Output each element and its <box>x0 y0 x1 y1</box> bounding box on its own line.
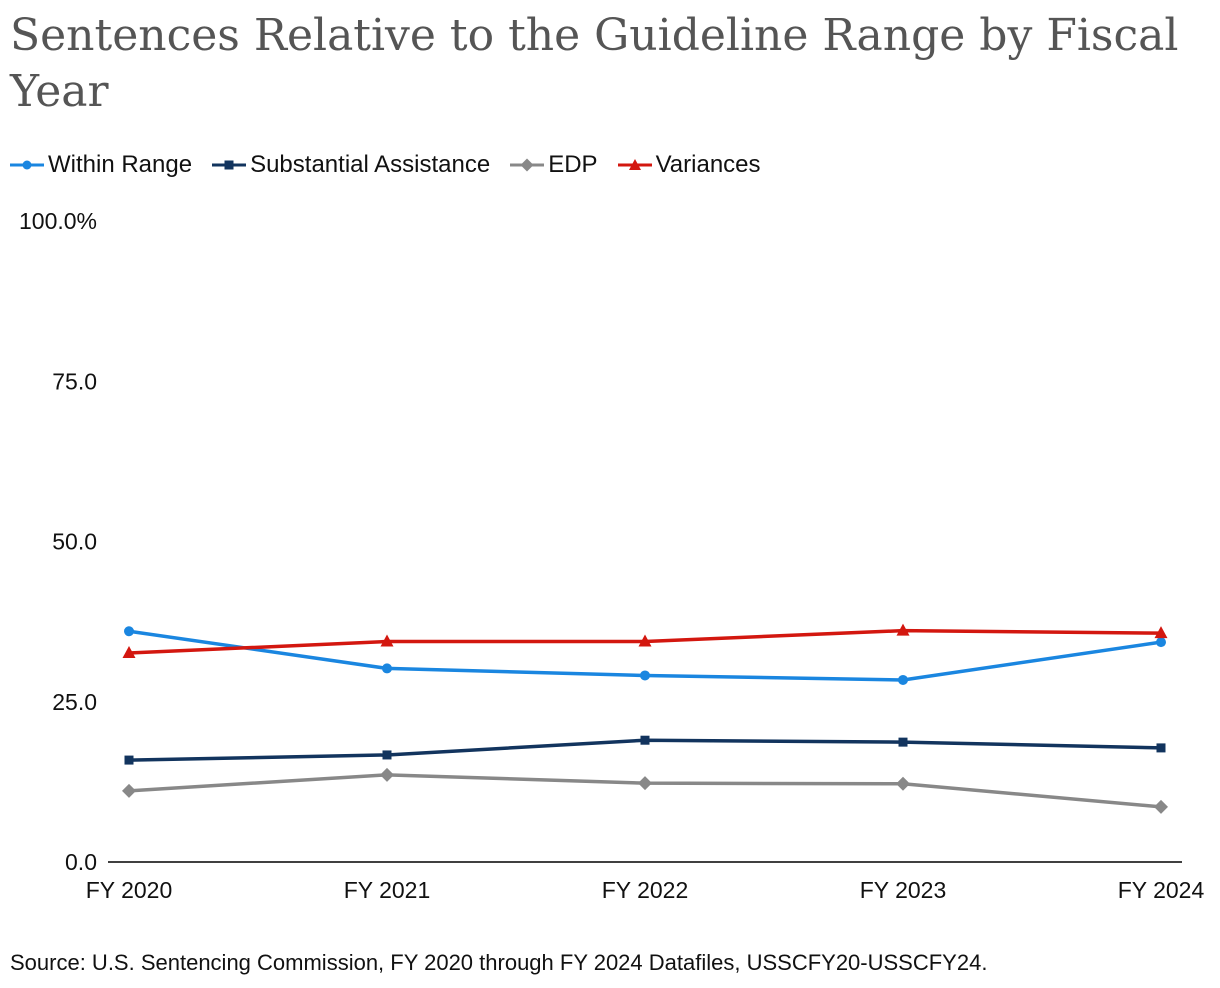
x-tick-label: FY 2023 <box>860 877 947 903</box>
data-point-variances <box>896 623 910 636</box>
data-point-within-range <box>1156 637 1166 648</box>
y-tick-label: 25.0 <box>52 689 97 715</box>
data-point-within-range <box>640 670 650 681</box>
legend-swatch-edp <box>510 158 545 172</box>
x-tick-label: FY 2024 <box>1118 877 1205 903</box>
data-point-substantial-assistance <box>1156 743 1166 753</box>
legend-label-edp: EDP <box>548 151 598 178</box>
chart-title: Sentences Relative to the Guideline Rang… <box>10 10 1179 117</box>
x-tick-label: FY 2020 <box>86 877 173 903</box>
y-tick-label: 0.0 <box>65 849 97 875</box>
legend-item-edp: EDP <box>510 151 598 179</box>
legend-item-within-range: Within Range <box>10 151 192 179</box>
legend-label-within-range: Within Range <box>48 151 193 178</box>
y-tick-label: 75.0 <box>52 368 97 394</box>
legend-item-substantial-assistance: Substantial Assistance <box>212 151 490 179</box>
data-point-edp <box>896 776 910 791</box>
data-point-substantial-assistance <box>124 755 134 765</box>
data-point-edp <box>380 767 394 782</box>
data-point-within-range <box>124 626 134 637</box>
legend-swatch-substantial-assistance <box>212 160 247 170</box>
legend-item-variances: Variances <box>617 151 761 179</box>
data-point-edp <box>1154 799 1168 814</box>
x-tick-label: FY 2022 <box>602 877 689 903</box>
data-point-substantial-assistance <box>898 737 908 747</box>
data-point-substantial-assistance <box>382 750 392 760</box>
chart-legend: Within Range Substantial Assistance EDP … <box>10 150 781 180</box>
data-point-variances <box>638 634 652 647</box>
x-tick-label: FY 2021 <box>344 877 431 903</box>
data-point-edp <box>638 776 652 791</box>
legend-label-substantial-assistance: Substantial Assistance <box>250 151 491 178</box>
line-chart: 0.0 25.0 50.0 75.0 100.0% FY 2020 FY 2021 FY 20… <box>19 208 1205 903</box>
legend-swatch-variances <box>617 159 652 170</box>
legend-swatch-within-range <box>10 160 44 170</box>
data-point-edp <box>122 783 136 798</box>
data-point-within-range <box>898 674 908 685</box>
legend-label-variances: Variances <box>655 151 761 178</box>
data-point-variances <box>1154 626 1168 639</box>
y-tick-label: 100.0% <box>19 208 97 234</box>
data-point-variances <box>380 634 394 647</box>
data-point-variances <box>122 646 136 659</box>
data-point-substantial-assistance <box>640 735 650 745</box>
data-point-within-range <box>382 663 392 674</box>
source-note: Source: U.S. Sentencing Commission, FY 2… <box>10 950 988 975</box>
y-tick-label: 50.0 <box>52 529 97 555</box>
